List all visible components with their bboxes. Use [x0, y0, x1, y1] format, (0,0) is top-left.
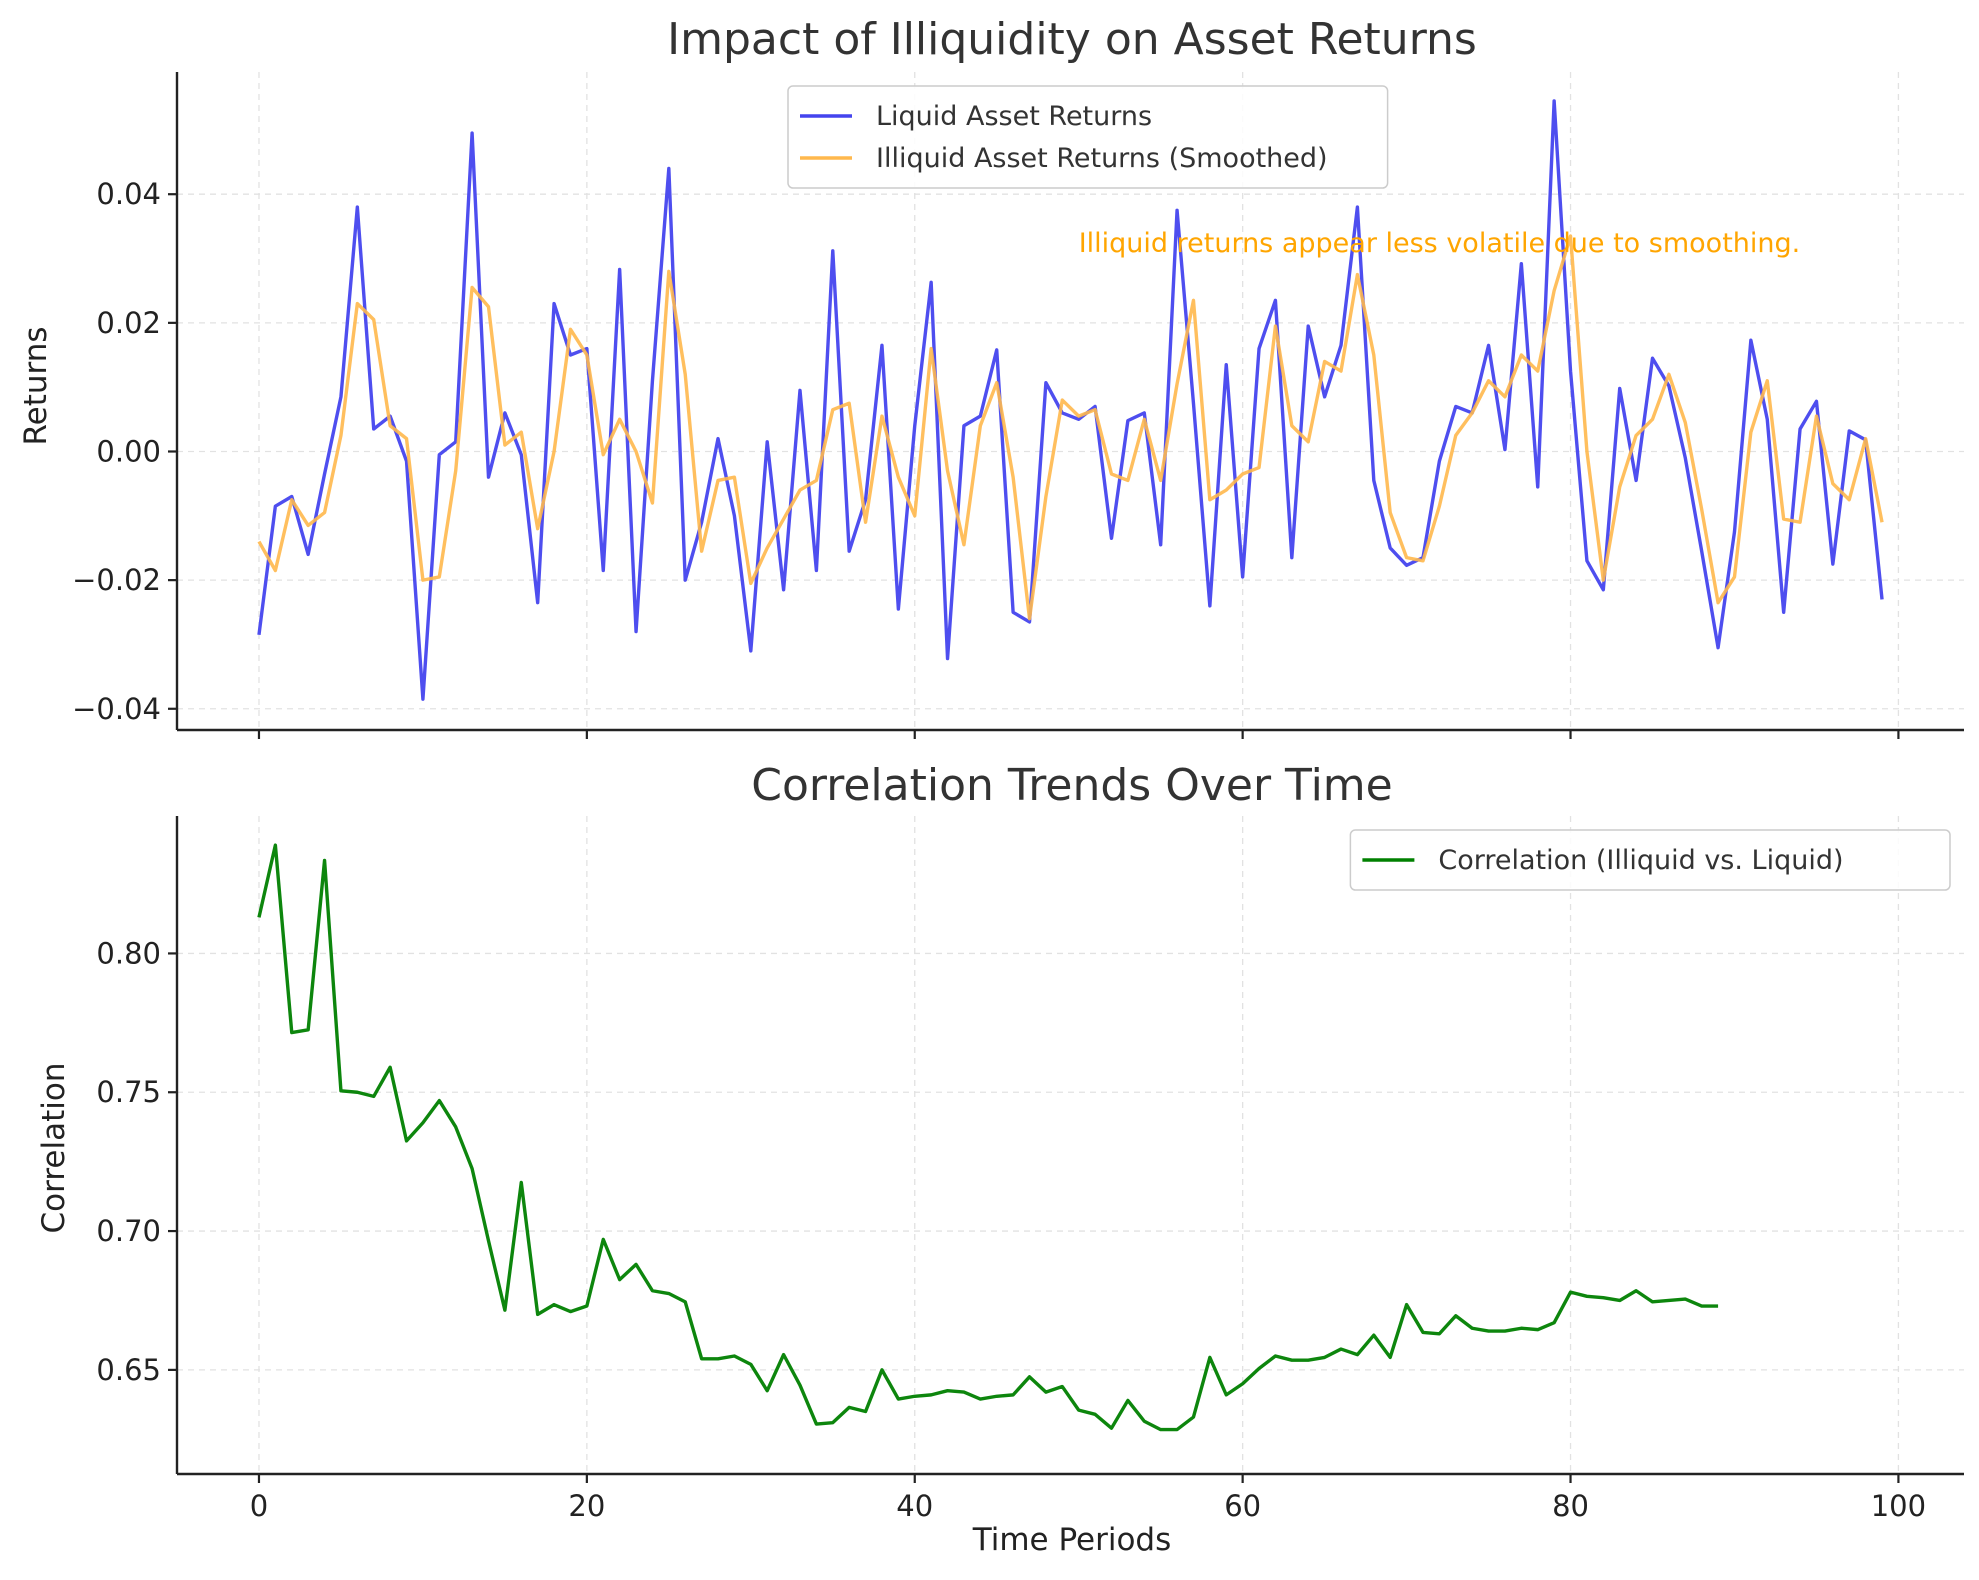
top-ytick-label-0: −0.04 — [72, 692, 161, 726]
bot-xtick-label-4: 80 — [1552, 1489, 1589, 1523]
bottom-chart-series — [257, 843, 1719, 1432]
top-chart-annotation: Illiquid returns appear less volatile du… — [1079, 228, 1801, 259]
top-legend-label-0: Liquid Asset Returns — [876, 101, 1152, 132]
bot-legend-label-0: Correlation (Illiquid vs. Liquid) — [1438, 845, 1843, 876]
top-legend-box — [787, 85, 1389, 189]
bot-xtick-label-2: 40 — [896, 1489, 933, 1523]
bot-ytick-label-2: 0.75 — [96, 1075, 161, 1109]
bottom-chart-axes: 0.65 0.70 0.75 0.80 0 20 40 60 80 100 — [96, 816, 1964, 1523]
top-series-line-0 — [257, 99, 1884, 701]
bot-ytick-label-0: 0.65 — [96, 1353, 161, 1387]
bot-xtick-label-0: 0 — [250, 1489, 268, 1523]
bot-xtick-label-5: 100 — [1871, 1489, 1926, 1523]
top-chart-ylabel: Returns — [18, 326, 54, 445]
top-ytick-label-1: −0.02 — [72, 563, 161, 597]
top-legend-label-1: Illiquid Asset Returns (Smoothed) — [876, 143, 1328, 174]
bot-legend-box — [1349, 829, 1951, 891]
bottom-chart-xlabel: Time Periods — [972, 1522, 1172, 1558]
bottom-chart-grid — [177, 816, 1964, 1474]
top-chart-axes: −0.04 −0.02 0.00 0.02 0.04 — [72, 72, 1964, 739]
bot-xtick-label-3: 60 — [1224, 1489, 1261, 1523]
bot-ytick-label-1: 0.70 — [96, 1214, 161, 1248]
bottom-chart-title: Correlation Trends Over Time — [751, 760, 1392, 811]
top-chart: Impact of Illiquidity on Asset Returns −… — [18, 14, 1964, 739]
bottom-chart-ylabel: Correlation — [36, 1063, 72, 1234]
bot-series-line-0 — [257, 843, 1719, 1432]
top-ytick-label-4: 0.04 — [96, 177, 161, 211]
top-chart-legend: Liquid Asset Returns Illiquid Asset Retur… — [787, 85, 1389, 189]
bot-ytick-label-3: 0.80 — [96, 936, 161, 970]
top-chart-title: Impact of Illiquidity on Asset Returns — [667, 14, 1477, 65]
top-ytick-label-3: 0.02 — [96, 306, 161, 340]
top-series-line-1 — [257, 234, 1884, 621]
bot-xtick-label-1: 20 — [568, 1489, 605, 1523]
top-ytick-label-2: 0.00 — [96, 434, 161, 468]
bottom-chart-legend: Correlation (Illiquid vs. Liquid) — [1349, 829, 1951, 891]
bottom-chart: Correlation Trends Over Time 0.65 0.70 0.7… — [36, 760, 1964, 1558]
top-chart-series — [257, 99, 1884, 701]
